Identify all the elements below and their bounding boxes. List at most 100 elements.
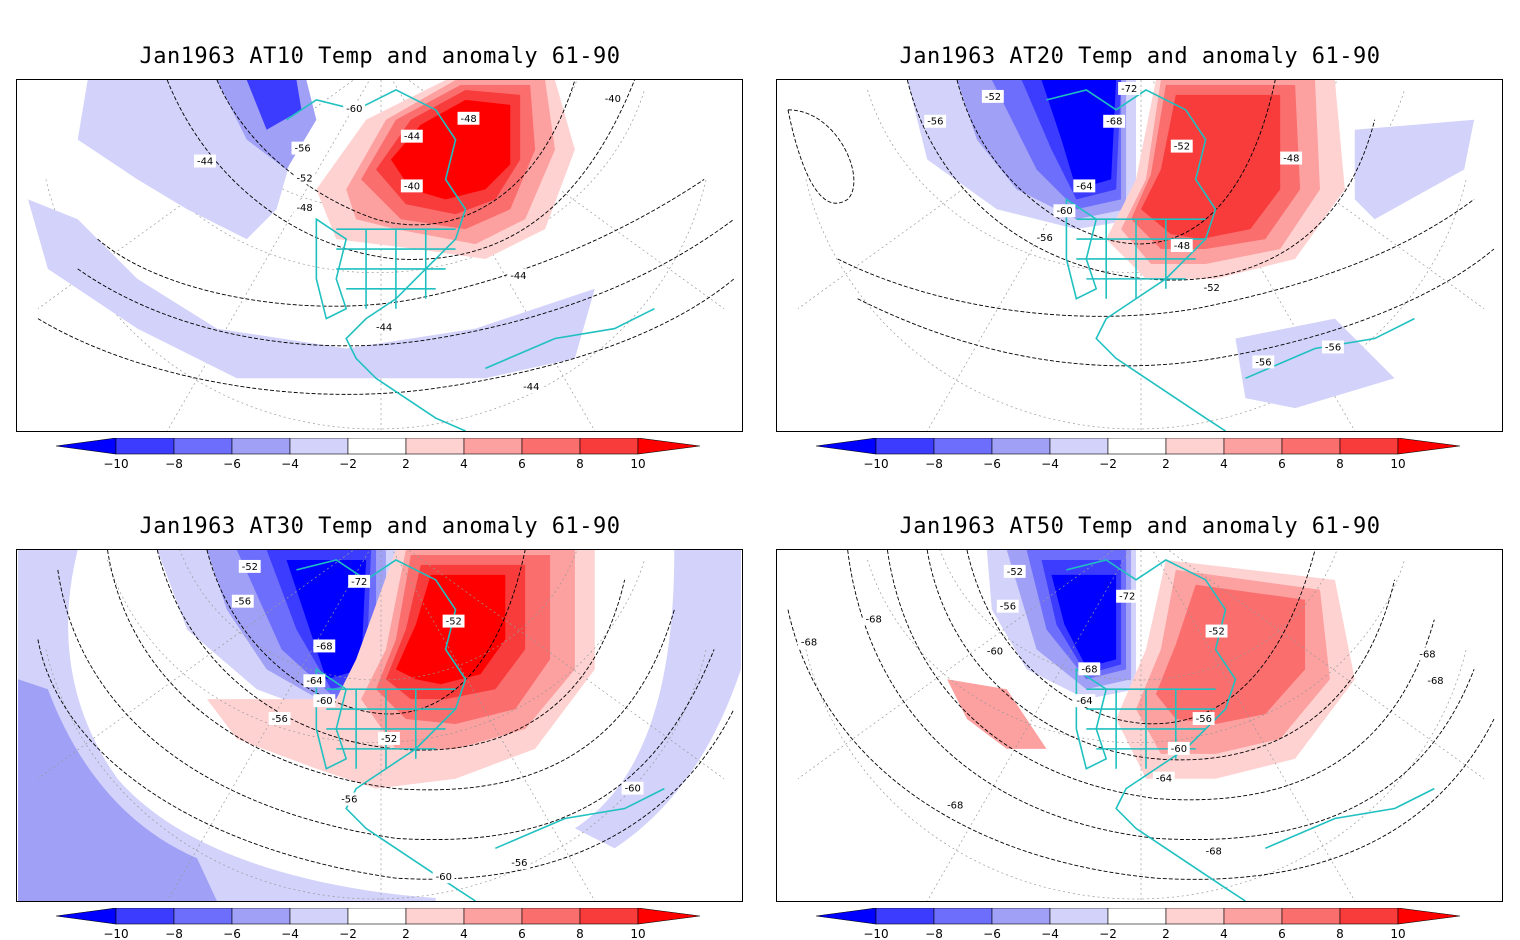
map-frame: -52 -72 -56 -68 -52 -48 -64 -60 -56 -48 … <box>776 79 1503 432</box>
contour-label: -44 <box>400 129 423 143</box>
contour-label: -68 <box>1424 674 1447 687</box>
contour-label: -60 <box>343 101 366 115</box>
panel-title: Jan1963 AT20 Temp and anomaly 61-90 <box>899 44 1381 69</box>
svg-text:6: 6 <box>518 457 526 470</box>
colorbar: −10 −8 −6 −4 −2 2 4 6 8 10 <box>56 438 701 470</box>
svg-text:−10: −10 <box>103 927 128 940</box>
colorbar: −10 −8 −6 −4 −2 2 4 6 8 10 <box>816 908 1461 940</box>
contour-label: -60 <box>1167 741 1190 755</box>
contour-label: -52 <box>1205 624 1228 638</box>
contour-label: -60 <box>432 870 455 883</box>
contour-label: -64 <box>1073 694 1096 707</box>
svg-text:4: 4 <box>1220 457 1228 470</box>
contour-label: -56 <box>924 114 947 128</box>
contour-label: -56 <box>508 856 531 869</box>
contour-label: -52 <box>1200 280 1223 294</box>
colorbar-tick-labels: −10 −8 −6 −4 −2 2 4 6 8 10 <box>103 927 645 940</box>
panel-title: Jan1963 AT10 Temp and anomaly 61-90 <box>139 44 621 69</box>
svg-text:-44: -44 <box>197 157 213 168</box>
svg-text:8: 8 <box>576 457 584 470</box>
anomaly-map: -52 -72 -56 -68 -52 -48 -64 -60 -56 -48 … <box>787 80 1495 431</box>
panel-at10: Jan1963 AT10 Temp and anomaly 61-90 <box>0 0 760 470</box>
svg-text:-52: -52 <box>1204 283 1220 294</box>
contour-label: -56 <box>1192 712 1215 725</box>
svg-text:-72: -72 <box>1119 592 1135 603</box>
svg-text:-60: -60 <box>987 646 1003 657</box>
anomaly-shading <box>28 80 595 379</box>
svg-text:−4: −4 <box>1041 457 1059 470</box>
contour-label: -60 <box>1053 204 1076 217</box>
contour-label: -56 <box>338 792 361 806</box>
svg-text:-56: -56 <box>927 117 943 128</box>
svg-text:-44: -44 <box>404 132 420 143</box>
anomaly-map: -52 -72 -56 -68 -52 -60 -68 -68 -64 -68 … <box>787 550 1495 901</box>
svg-text:10: 10 <box>630 457 645 470</box>
coastline <box>296 559 665 901</box>
svg-text:-60: -60 <box>436 872 452 883</box>
contour-label: -56 <box>268 712 291 725</box>
svg-text:-56: -56 <box>272 714 288 725</box>
coastline <box>1066 559 1435 901</box>
svg-text:2: 2 <box>402 927 410 940</box>
contour-labels: -60 -56 -52 -48 -44 -44 -40 -48 -40 -44 … <box>194 91 624 393</box>
contour-label: -44 <box>194 154 216 168</box>
contour-label: -52 <box>293 171 316 184</box>
colorbar-tick-labels: −10 −8 −6 −4 −2 2 4 6 8 10 <box>863 457 1405 470</box>
contour-label: -68 <box>1103 114 1126 128</box>
svg-text:-52: -52 <box>1209 627 1225 638</box>
panel-at50: Jan1963 AT50 Temp and anomaly 61-90 <box>760 470 1520 940</box>
svg-text:−2: −2 <box>1099 927 1117 940</box>
contour-label: -52 <box>981 89 1004 103</box>
contour-label: -64 <box>303 674 326 687</box>
svg-text:10: 10 <box>1390 457 1405 470</box>
svg-text:−2: −2 <box>339 927 357 940</box>
svg-text:-68: -68 <box>1427 676 1443 687</box>
svg-text:−4: −4 <box>1041 927 1059 940</box>
svg-text:−6: −6 <box>223 457 241 470</box>
svg-text:-44: -44 <box>523 382 539 393</box>
contour-label: -64 <box>1073 179 1096 192</box>
contour-label: -68 <box>862 612 885 626</box>
svg-text:8: 8 <box>576 927 584 940</box>
contour-label: -68 <box>1078 662 1101 675</box>
svg-text:2: 2 <box>1162 457 1170 470</box>
svg-text:−10: −10 <box>863 457 888 470</box>
contour-label: -44 <box>507 268 530 282</box>
panel-title: Jan1963 AT50 Temp and anomaly 61-90 <box>899 514 1381 539</box>
svg-text:-72: -72 <box>1121 84 1137 95</box>
svg-text:-56: -56 <box>1196 714 1212 725</box>
colorbar-swatches <box>816 438 1461 455</box>
svg-text:−4: −4 <box>281 457 299 470</box>
svg-text:-48: -48 <box>296 203 312 214</box>
svg-text:-48: -48 <box>1174 241 1190 252</box>
map-frame: -60 -56 -52 -48 -44 -44 -40 -48 -40 -44 … <box>16 79 743 432</box>
svg-text:-60: -60 <box>1056 206 1072 217</box>
contour-label: -52 <box>442 614 465 628</box>
colorbar-swatches <box>56 438 701 455</box>
colorbar: −10 −8 −6 −4 −2 2 4 6 8 10 <box>56 908 701 940</box>
svg-text:8: 8 <box>1336 927 1344 940</box>
svg-text:-56: -56 <box>294 144 310 155</box>
contour-labels: -52 -72 -56 -68 -52 -60 -68 -68 -64 -68 … <box>797 564 1447 857</box>
svg-text:-60: -60 <box>316 696 332 707</box>
svg-text:−8: −8 <box>165 457 183 470</box>
anomaly-shading <box>947 550 1355 779</box>
svg-text:-72: -72 <box>351 577 367 588</box>
svg-text:6: 6 <box>1278 457 1286 470</box>
colorbar-tick-labels: −10 −8 −6 −4 −2 2 4 6 8 10 <box>863 927 1405 940</box>
svg-text:-56: -56 <box>1037 233 1053 244</box>
panel-at30: Jan1963 AT30 Temp and anomaly 61-90 <box>0 470 760 940</box>
svg-text:4: 4 <box>460 457 468 470</box>
contour-label: -68 <box>1202 844 1225 857</box>
svg-text:-64: -64 <box>1076 696 1092 707</box>
contour-label: -56 <box>996 599 1019 613</box>
anomaly-shading <box>18 550 741 901</box>
svg-text:-56: -56 <box>235 597 251 608</box>
svg-text:-56: -56 <box>511 858 527 869</box>
contour-labels: -52 -72 -56 -68 -52 -48 -64 -60 -56 -48 … <box>924 81 1344 368</box>
svg-text:−2: −2 <box>339 457 357 470</box>
svg-text:8: 8 <box>1336 457 1344 470</box>
svg-text:-60: -60 <box>1171 744 1187 755</box>
contour-label: -68 <box>797 635 820 648</box>
contour-label: -52 <box>1003 564 1026 578</box>
